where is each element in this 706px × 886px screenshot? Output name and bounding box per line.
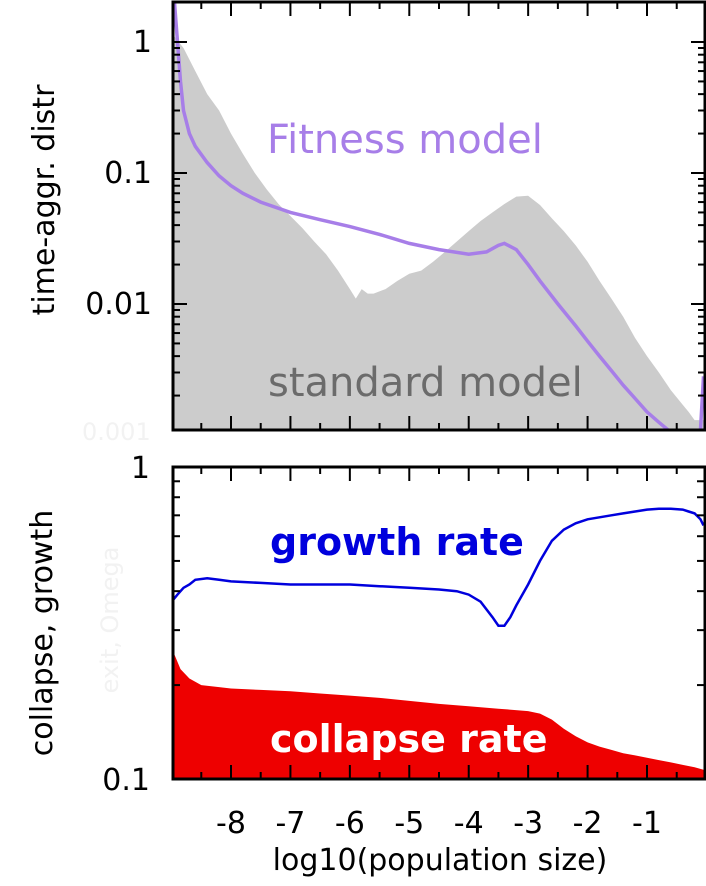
x-tick-label: -1 — [632, 806, 662, 841]
bottom-axis-ticks — [173, 467, 705, 779]
x-tick-labels: -8 -7 -6 -5 -4 -3 -2 -1 — [216, 806, 662, 841]
fitness-model-line — [173, 2, 705, 430]
bottom-hidden-axis-label: exit, Omega — [96, 547, 124, 694]
top-y-axis-title: time-aggr. distr — [27, 84, 62, 315]
x-tick-label: -4 — [454, 806, 484, 841]
standard-model-area — [174, 36, 704, 430]
standard-model-label: standard model — [268, 360, 583, 406]
collapse-rate-label: collapse rate — [270, 717, 547, 761]
x-tick-label: -2 — [573, 806, 603, 841]
x-axis-title: log10(population size) — [273, 843, 608, 878]
bottom-y-tick-label-1: 1 — [131, 451, 150, 486]
bottom-y-axis-title: collapse, growth — [25, 510, 60, 757]
top-y-tick-label-0.1: 0.1 — [104, 156, 152, 191]
bottom-panel: 1 0.1 collapse, growth exit, Omega growt… — [25, 451, 706, 878]
x-tick-label: -8 — [216, 806, 246, 841]
fitness-model-label: Fitness model — [267, 117, 543, 163]
top-y-tick-label-1: 1 — [133, 25, 152, 60]
x-tick-label: -5 — [394, 806, 424, 841]
top-y-tick-label-0.01: 0.01 — [85, 287, 152, 322]
bottom-y-tick-label-0.1: 0.1 — [102, 763, 150, 798]
x-tick-label: -6 — [335, 806, 365, 841]
top-panel: 1 0.1 0.01 0.001 time-aggr. distr Fitnes… — [27, 0, 706, 446]
top-axis-ticks — [173, 2, 705, 430]
growth-rate-label: growth rate — [270, 520, 524, 564]
collapse-rate-area — [173, 646, 704, 779]
growth-rate-line — [173, 507, 705, 627]
x-tick-label: -7 — [275, 806, 305, 841]
x-tick-label: -3 — [513, 806, 543, 841]
top-hidden-tick-label: 0.001 — [82, 418, 151, 446]
